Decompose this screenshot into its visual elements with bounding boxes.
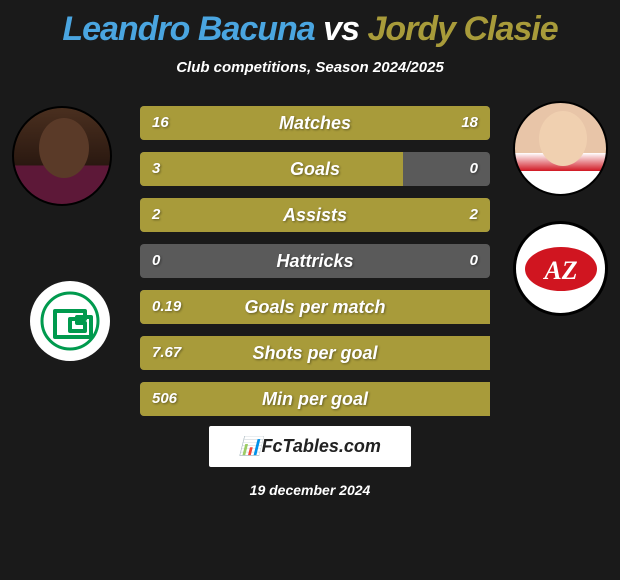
stat-row: Goals per match0.19 xyxy=(140,290,490,324)
stat-row: Min per goal506 xyxy=(140,382,490,416)
stat-label: Hattricks xyxy=(140,244,490,278)
comparison-area: AZ Matches1618Goals30Assists22Hattricks0… xyxy=(0,106,620,416)
stat-row: Shots per goal7.67 xyxy=(140,336,490,370)
svg-text:AZ: AZ xyxy=(542,256,577,285)
stat-row: Hattricks0 0 xyxy=(140,244,490,278)
stat-value-right: 0 xyxy=(470,152,478,186)
footer-brand: 📊FcTables.com xyxy=(0,426,620,467)
az-logo-icon: AZ xyxy=(521,229,601,309)
stat-value-left: 506 xyxy=(152,382,177,416)
stat-value-left: 0.19 xyxy=(152,290,181,324)
player1-name: Leandro Bacuna xyxy=(62,10,314,48)
stat-label: Matches xyxy=(140,106,490,140)
chart-icon: 📊 xyxy=(239,436,261,456)
stat-label: Shots per goal xyxy=(140,336,490,370)
date-text: 19 december 2024 xyxy=(0,482,620,498)
player1-avatar xyxy=(12,106,112,206)
stat-value-right: 0 xyxy=(470,244,478,278)
player1-club-badge xyxy=(30,281,110,361)
stat-value-left: 16 xyxy=(152,106,169,140)
player2-avatar xyxy=(513,101,608,196)
stat-value-left: 0 xyxy=(152,244,160,278)
comparison-title: Leandro Bacuna vs Jordy Clasie xyxy=(0,0,620,49)
stat-row: Matches16 18 xyxy=(140,106,490,140)
player2-club-badge: AZ xyxy=(513,221,608,316)
stat-value-right: 18 xyxy=(461,106,478,140)
stat-row: Assists2 2 xyxy=(140,198,490,232)
stat-value-left: 7.67 xyxy=(152,336,181,370)
player1-face xyxy=(39,118,89,178)
stat-value-right: 2 xyxy=(470,198,478,232)
stat-label: Assists xyxy=(140,198,490,232)
stat-label: Goals per match xyxy=(140,290,490,324)
player2-name: Jordy Clasie xyxy=(367,10,557,48)
groningen-logo-icon xyxy=(40,291,100,351)
stat-row: Goals3 0 xyxy=(140,152,490,186)
stat-label: Goals xyxy=(140,152,490,186)
subtitle: Club competitions, Season 2024/2025 xyxy=(0,59,620,76)
player2-face xyxy=(539,111,587,166)
vs-text: vs xyxy=(323,10,359,48)
fctables-logo: 📊FcTables.com xyxy=(209,426,411,467)
stat-value-left: 2 xyxy=(152,198,160,232)
stat-value-left: 3 xyxy=(152,152,160,186)
stat-bars: Matches1618Goals30Assists22Hattricks00Go… xyxy=(140,106,490,428)
stat-label: Min per goal xyxy=(140,382,490,416)
